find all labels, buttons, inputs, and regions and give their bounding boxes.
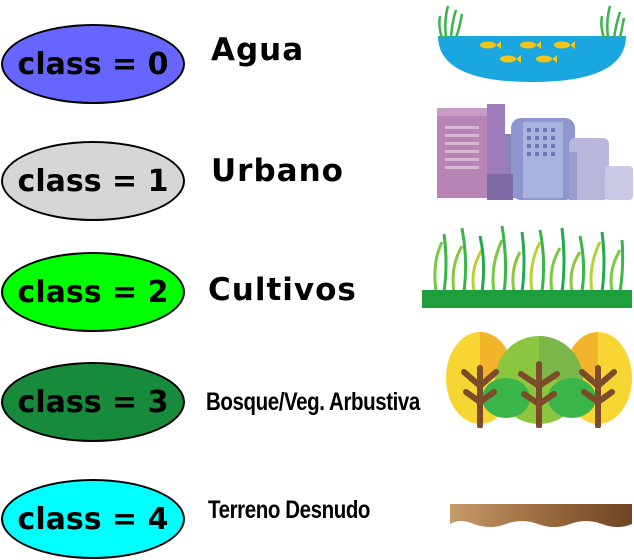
class-3-ellipse: class = 3 [1,362,185,442]
city-buildings-icon [437,104,633,200]
class-0-label: class = 0 [17,46,169,82]
class-3-name: Bosque/Veg. Arbustiva [206,388,420,416]
class-3-label: class = 3 [17,384,169,420]
water-pond-icon [438,5,626,82]
forest-trees-icon [446,332,632,428]
class-0-ellipse: class = 0 [1,24,185,104]
class-1-name: Urbano [211,153,344,189]
class-4-label: class = 4 [17,501,169,537]
class-2-name: Cultivos [208,272,357,308]
class-2-ellipse: class = 2 [1,252,185,332]
grass-crops-icon [422,225,632,308]
class-4-ellipse: class = 4 [1,479,185,559]
class-1-label: class = 1 [17,163,169,199]
class-0-name: Agua [211,32,305,68]
class-1-ellipse: class = 1 [1,141,185,221]
class-2-label: class = 2 [17,274,169,310]
class-4-name: Terreno Desnudo [208,496,371,524]
bare-soil-icon [450,504,632,527]
